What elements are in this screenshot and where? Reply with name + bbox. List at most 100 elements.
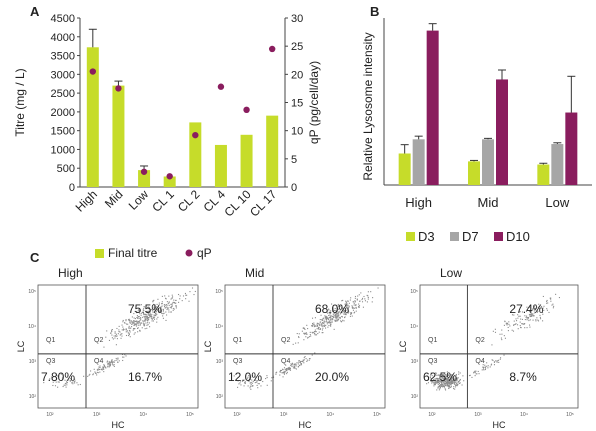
flow-event-dot bbox=[343, 313, 345, 315]
flow-event-dot bbox=[344, 305, 347, 307]
flow-event-dot bbox=[63, 384, 65, 386]
flow-event-dot bbox=[240, 384, 242, 386]
flow-event-dot bbox=[454, 382, 456, 384]
flow-event-dot bbox=[150, 315, 152, 317]
quadrant-label-q1: Q1 bbox=[428, 337, 437, 344]
flow-event-dot bbox=[528, 320, 530, 322]
flow-event-dot bbox=[119, 334, 121, 336]
flow-event-dot bbox=[138, 320, 140, 322]
flow-event-dot bbox=[513, 320, 515, 322]
flow-plot-frame bbox=[37, 284, 199, 409]
flow-event-dot bbox=[164, 306, 166, 308]
flow-event-dot bbox=[448, 386, 450, 388]
flow-event-dot bbox=[329, 316, 331, 318]
flow-event-dot bbox=[154, 312, 156, 314]
flow-event-dot bbox=[471, 376, 473, 378]
flow-event-dot bbox=[498, 361, 500, 363]
flow-event-dot bbox=[316, 324, 319, 326]
flow-event-dot bbox=[164, 295, 166, 297]
flow-event-dot bbox=[153, 311, 155, 313]
flow-event-dot bbox=[290, 363, 292, 365]
flow-event-dot bbox=[339, 318, 341, 320]
quadrant-label-q2: Q2 bbox=[475, 337, 484, 344]
flow-event-dot bbox=[99, 371, 101, 373]
flow-event-dot bbox=[524, 322, 526, 325]
flow-event-dot bbox=[247, 385, 249, 387]
flow-event-dot bbox=[513, 324, 515, 326]
flow-event-dot bbox=[58, 381, 60, 383]
flow-event-dot bbox=[346, 304, 348, 306]
category-label: Mid bbox=[102, 187, 126, 211]
flow-event-dot bbox=[351, 305, 353, 307]
flow-event-dot bbox=[90, 370, 92, 372]
flow-dot-cloud bbox=[426, 293, 560, 391]
quadrant-label-q3: Q3 bbox=[233, 358, 242, 365]
flow-event-dot bbox=[242, 380, 244, 382]
flow-event-dot bbox=[316, 325, 318, 328]
flow-event-dot bbox=[142, 320, 144, 322]
flow-event-dot bbox=[353, 304, 355, 306]
flow-event-dot bbox=[105, 336, 107, 338]
flow-event-dot bbox=[256, 381, 258, 383]
panel-c-flow-plots: High Q1 Q2 Q3 Q4 75.5% 7.80% 16.7% 10² 10² 10³ 10³ 1… bbox=[16, 266, 579, 430]
flow-event-dot bbox=[113, 361, 115, 363]
qp-point bbox=[166, 173, 173, 180]
flow-event-dot bbox=[127, 323, 129, 325]
flow-event-dot bbox=[456, 378, 458, 380]
flow-event-dot bbox=[499, 333, 501, 335]
flow-event-dot bbox=[290, 364, 292, 366]
flow-event-dot bbox=[335, 319, 337, 321]
flow-event-dot bbox=[336, 310, 338, 312]
flow-event-dot bbox=[489, 366, 491, 368]
flow-event-dot bbox=[139, 324, 141, 326]
flow-event-dot bbox=[132, 327, 135, 330]
flow-event-dot bbox=[362, 306, 364, 308]
flow-event-dot bbox=[330, 315, 332, 317]
flow-event-dot bbox=[164, 297, 167, 299]
flow-event-dot bbox=[335, 315, 337, 317]
flow-event-dot bbox=[449, 382, 451, 384]
y-tick-label: 500 bbox=[57, 163, 75, 175]
flow-event-dot bbox=[447, 373, 449, 375]
flow-event-dot bbox=[367, 295, 369, 297]
lysosome-bar-d10 bbox=[426, 30, 439, 185]
flow-event-dot bbox=[322, 318, 324, 320]
flow-event-dot bbox=[142, 312, 145, 314]
flow-event-dot bbox=[444, 379, 446, 381]
flow-event-dot bbox=[83, 375, 85, 377]
flow-event-dot bbox=[117, 333, 119, 335]
flow-event-dot bbox=[149, 314, 151, 316]
flow-event-dot bbox=[524, 327, 526, 329]
flow-event-dot bbox=[166, 308, 168, 311]
flow-event-dot bbox=[79, 383, 81, 386]
flow-event-dot bbox=[440, 382, 443, 384]
flow-event-dot bbox=[358, 294, 360, 296]
flow-event-dot bbox=[443, 386, 446, 388]
flow-event-dot bbox=[494, 328, 496, 330]
flow-event-dot bbox=[143, 315, 145, 318]
flow-event-dot bbox=[533, 306, 536, 308]
flow-event-dot bbox=[166, 306, 168, 308]
flow-event-dot bbox=[307, 328, 309, 330]
flow-event-dot bbox=[146, 319, 148, 321]
flow-event-dot bbox=[443, 379, 445, 381]
flow-event-dot bbox=[173, 299, 175, 301]
flow-event-dot bbox=[301, 361, 303, 363]
flow-event-dot bbox=[433, 382, 435, 384]
flow-event-dot bbox=[139, 330, 141, 332]
flow-event-dot bbox=[118, 325, 120, 327]
flow-event-dot bbox=[270, 380, 272, 382]
flow-event-dot bbox=[292, 343, 294, 345]
flow-event-dot bbox=[138, 316, 140, 318]
flow-event-dot bbox=[434, 378, 437, 380]
flow-event-dot bbox=[154, 304, 156, 307]
flow-event-dot bbox=[352, 309, 354, 311]
flow-event-dot bbox=[283, 367, 286, 369]
flow-event-dot bbox=[485, 367, 487, 369]
flow-event-dot bbox=[298, 336, 300, 338]
flow-event-dot bbox=[116, 359, 118, 361]
flow-event-dot bbox=[279, 369, 282, 372]
flow-event-dot bbox=[537, 319, 539, 321]
flow-event-dot bbox=[153, 307, 155, 309]
flow-event-dot bbox=[298, 365, 301, 367]
